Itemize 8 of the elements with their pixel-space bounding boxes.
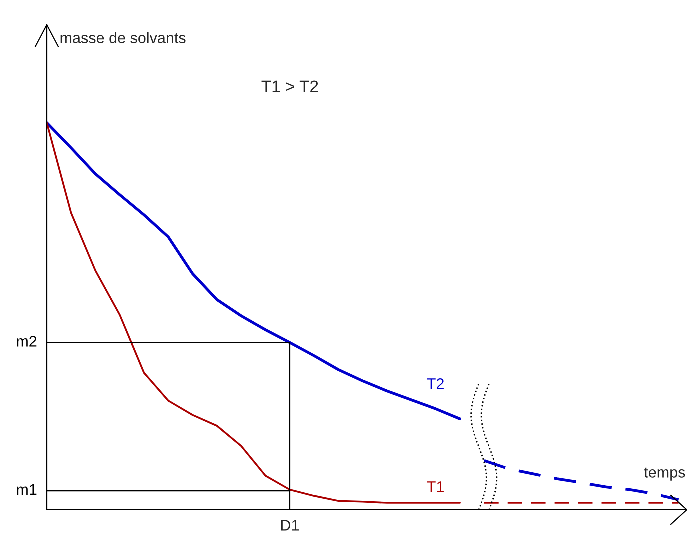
- text: T1 > T2: [262, 80, 318, 92]
- ref-line-label: m2: [17, 336, 37, 347]
- series-label: T2: [427, 378, 444, 390]
- text: D1: [281, 520, 300, 531]
- text: masse de solvants: [60, 32, 186, 44]
- ref-line-label: m1: [17, 484, 37, 495]
- x-axis-title: temps: [644, 468, 686, 481]
- series-label: T1: [427, 482, 444, 492]
